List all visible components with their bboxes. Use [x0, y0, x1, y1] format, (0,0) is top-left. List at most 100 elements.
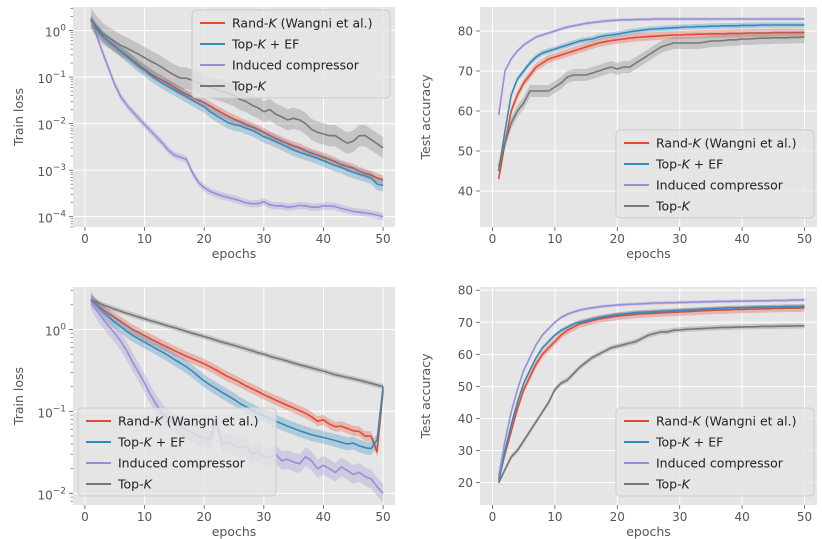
y-tick-label: 40: [458, 412, 473, 426]
legend-frame: [191, 9, 391, 99]
line-induced: [90, 19, 384, 218]
panel-train-loss-top: 100 10−1 10−2 10−3 10−4 0 10 20 30 40 50 epochs Trai…: [11, 7, 395, 261]
x-tick-label: 0: [81, 232, 89, 246]
legend: Rand-K (Wangni et al.) Top-K + EF Induced …: [191, 9, 391, 99]
x-tick-label: 10: [547, 232, 562, 246]
x-tick-label: 30: [672, 510, 687, 524]
y-tick-label: 10−3: [37, 163, 66, 179]
x-tick-label: 40: [316, 510, 331, 524]
legend-label-rand: Rand-K (Wangni et al.): [232, 16, 373, 31]
line-topef: [497, 305, 805, 483]
x-tick-label: 40: [316, 232, 331, 246]
legend-label-top: Top-K: [655, 477, 692, 492]
y-tick-label: 60: [458, 348, 473, 362]
series-group: [90, 290, 384, 503]
line-rand: [90, 299, 384, 453]
panel-train-loss-bottom: 100 10−1 10−2 0 10 20 30 40 50 epochs Train loss Ra…: [11, 287, 395, 539]
band-top: [90, 7, 384, 159]
x-tick-label: 10: [137, 510, 152, 524]
legend-frame: [615, 407, 815, 497]
x-tick-label: 30: [672, 232, 687, 246]
x-tick-label: 20: [197, 510, 212, 524]
legend-frame: [615, 129, 815, 219]
legend-frame: [77, 407, 277, 497]
legend: Rand-K (Wangni et al.) Top-K + EF Induced …: [615, 129, 815, 219]
x-tick-label: 20: [610, 510, 625, 524]
y-tick-label: 20: [458, 476, 473, 490]
y-tick-label: 70: [458, 316, 473, 330]
y-tick-label: 80: [458, 284, 473, 298]
band-rand: [90, 16, 384, 185]
legend-label-induced: Induced compressor: [656, 456, 784, 471]
y-tick-label: 50: [458, 145, 473, 159]
line-top: [90, 299, 384, 388]
x-axis-label: epochs: [626, 524, 671, 539]
legend-label-topef: Top-K + EF: [117, 435, 185, 450]
x-axis-label: epochs: [626, 246, 671, 261]
panel-test-accuracy-top: 40 50 60 70 80 0 10 20 30 40 50 epochs Test accuracy…: [418, 7, 817, 261]
legend-label-top: Top-K: [231, 79, 268, 94]
y-axis-label: Test accuracy: [418, 353, 433, 440]
line-topef: [90, 299, 384, 450]
y-tick-label: 60: [458, 105, 473, 119]
legend-label-top: Top-K: [117, 477, 154, 492]
band-topef: [90, 293, 384, 456]
y-axis-label: Train loss: [11, 88, 26, 147]
series-group: [497, 298, 805, 486]
legend-label-top: Top-K: [655, 199, 692, 214]
legend-label-topef: Top-K + EF: [655, 435, 723, 450]
x-tick-label: 50: [797, 232, 812, 246]
legend: Rand-K (Wangni et al.) Top-K + EF Induced …: [615, 407, 815, 497]
x-tick-label: 20: [610, 232, 625, 246]
line-rand: [497, 307, 805, 480]
line-induced: [497, 299, 805, 477]
x-tick-label: 40: [734, 232, 749, 246]
series-group: [497, 17, 805, 183]
y-tick-label: 80: [458, 25, 473, 39]
y-tick-label: 10−2: [37, 486, 66, 502]
x-axis-label: epochs: [212, 246, 257, 261]
legend-label-induced: Induced compressor: [232, 58, 360, 73]
panel-test-accuracy-bottom: 20 30 40 50 60 70 80 0 10 20 30 40 50 epochs Test accu…: [418, 284, 817, 539]
x-tick-label: 50: [375, 510, 390, 524]
line-top: [497, 324, 805, 483]
series-group: [90, 7, 384, 221]
y-tick-label: 10−1: [37, 404, 66, 420]
x-tick-label: 0: [489, 510, 497, 524]
x-tick-label: 40: [734, 510, 749, 524]
legend-label-rand: Rand-K (Wangni et al.): [656, 136, 797, 151]
line-topef: [90, 20, 384, 187]
y-tick-label: 10−2: [37, 117, 66, 133]
x-tick-label: 10: [547, 510, 562, 524]
y-tick-label: 100: [45, 24, 66, 40]
x-tick-label: 50: [375, 232, 390, 246]
legend-label-rand: Rand-K (Wangni et al.): [118, 414, 259, 429]
y-tick-label: 40: [458, 185, 473, 199]
x-axis-label: epochs: [212, 524, 257, 539]
y-axis-label: Test accuracy: [418, 74, 433, 161]
y-tick-label: 70: [458, 65, 473, 79]
x-tick-label: 10: [137, 232, 152, 246]
x-tick-label: 20: [197, 232, 212, 246]
legend-label-topef: Top-K + EF: [655, 157, 723, 172]
line-induced: [497, 18, 805, 116]
x-tick-label: 0: [81, 510, 89, 524]
legend-label-rand: Rand-K (Wangni et al.): [656, 414, 797, 429]
band-top: [90, 297, 384, 390]
y-tick-label: 50: [458, 380, 473, 394]
x-tick-label: 50: [797, 510, 812, 524]
y-tick-label: 100: [45, 322, 66, 338]
y-tick-label: 10−1: [37, 70, 66, 86]
y-tick-label: 10−4: [37, 210, 66, 226]
x-tick-label: 30: [256, 232, 271, 246]
y-tick-label: 30: [458, 444, 473, 458]
line-topef: [497, 24, 805, 172]
x-tick-label: 0: [489, 232, 497, 246]
y-axis-label: Train loss: [11, 367, 26, 426]
line-rand: [497, 31, 805, 180]
line-top: [497, 36, 805, 168]
legend: Rand-K (Wangni et al.) Top-K + EF Induced …: [77, 407, 277, 497]
legend-label-induced: Induced compressor: [656, 178, 784, 193]
line-rand: [90, 20, 384, 181]
